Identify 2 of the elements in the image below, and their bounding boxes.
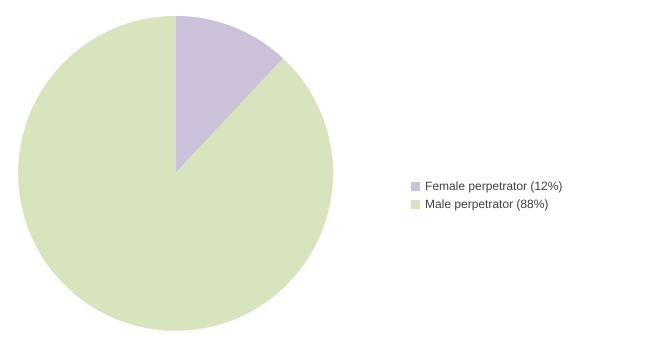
legend-label: Female perpetrator (12%) (425, 179, 562, 193)
legend-label: Male perpetrator (88%) (425, 197, 548, 211)
